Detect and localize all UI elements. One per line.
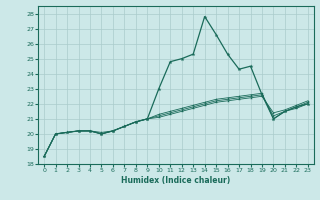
X-axis label: Humidex (Indice chaleur): Humidex (Indice chaleur): [121, 176, 231, 185]
